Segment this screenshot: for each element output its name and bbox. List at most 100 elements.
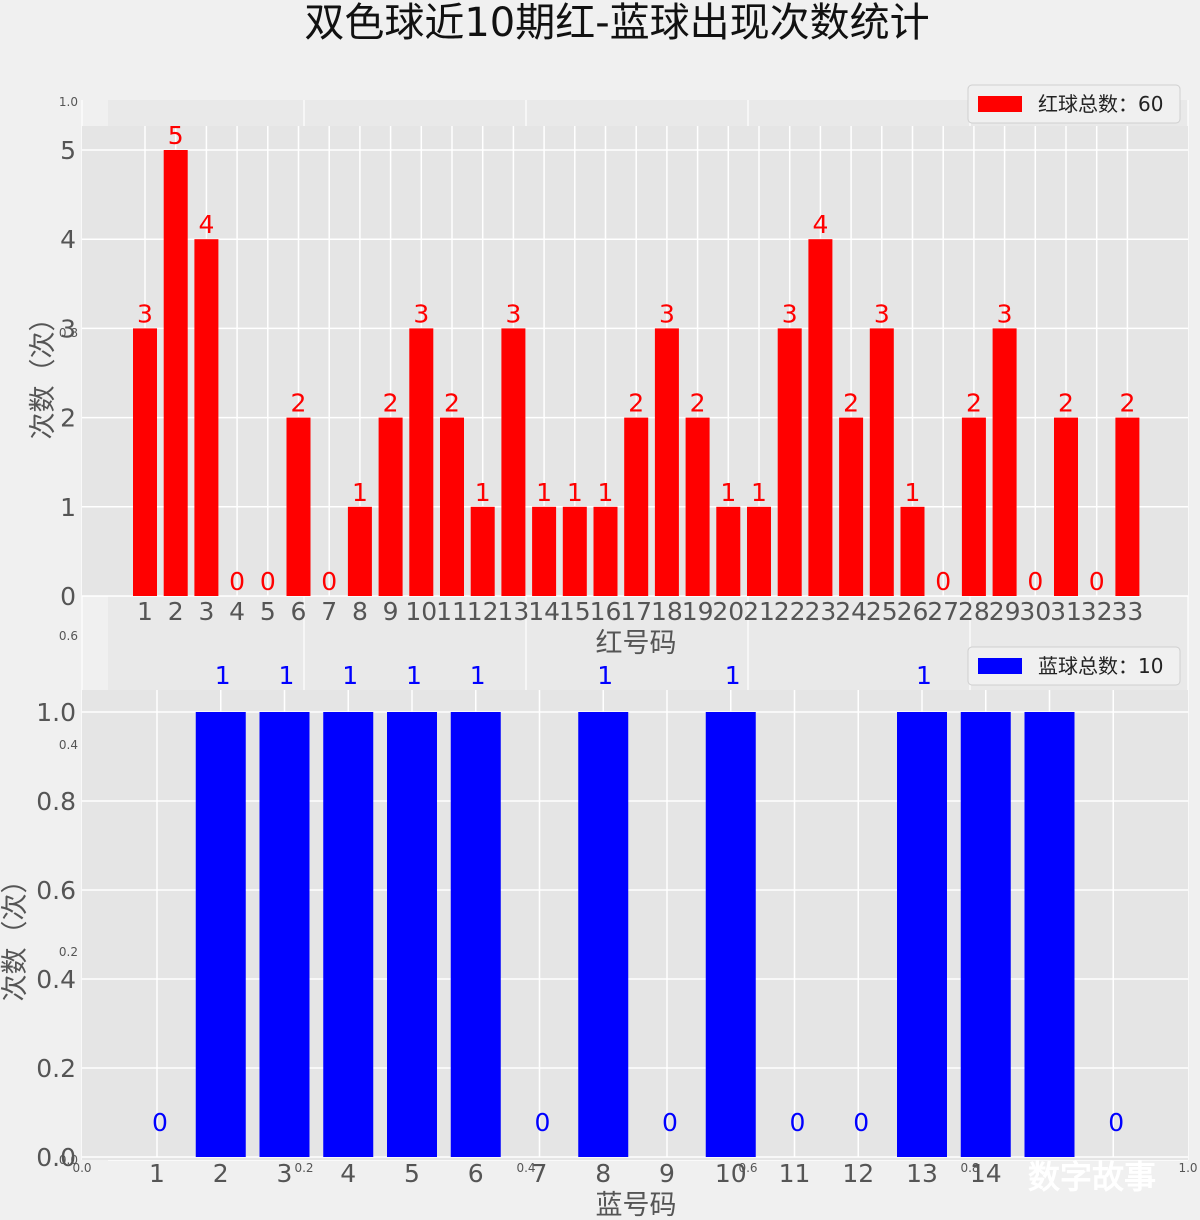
ghost-x-tick: 0.2 <box>294 1161 313 1175</box>
blue-bar-label: 1 <box>725 661 741 690</box>
red-x-tick: 23 <box>804 597 836 626</box>
red-x-tick: 14 <box>528 597 560 626</box>
red-bar-label: 0 <box>935 567 951 596</box>
blue-x-tick: 1 <box>149 1159 165 1188</box>
red-legend-label: 红球总数：60 <box>1038 92 1163 116</box>
red-x-tick: 10 <box>405 597 437 626</box>
red-x-tick: 26 <box>897 597 929 626</box>
blue-bar <box>195 712 246 1157</box>
red-x-tick: 2 <box>168 597 184 626</box>
blue-x-tick: 13 <box>906 1159 938 1188</box>
red-bar <box>532 506 557 596</box>
red-bar-label: 2 <box>291 389 307 418</box>
red-bar-label: 0 <box>1089 567 1105 596</box>
red-x-tick: 9 <box>383 597 399 626</box>
red-bar <box>409 328 434 596</box>
red-x-tick: 32 <box>1081 597 1113 626</box>
red-y-tick: 4 <box>60 225 76 254</box>
red-x-tick: 20 <box>712 597 744 626</box>
red-bar-label: 2 <box>843 389 859 418</box>
red-x-tick: 17 <box>620 597 652 626</box>
ghost-x-tick: 0.4 <box>516 1161 535 1175</box>
blue-bar-label: 1 <box>406 661 422 690</box>
red-x-ticks: 1 2 3 4 5 6 7 8 9 1011121314151617181920212223242… <box>137 597 1143 626</box>
blue-bar <box>897 712 947 1157</box>
red-x-tick: 1 <box>137 597 153 626</box>
red-x-tick: 31 <box>1050 597 1082 626</box>
blue-bar-label: 1 <box>470 661 486 690</box>
blue-x-tick: 7 <box>532 1159 548 1188</box>
blue-bar <box>705 712 756 1157</box>
red-bar-label: 2 <box>1119 389 1135 418</box>
red-x-tick: 21 <box>743 597 775 626</box>
blue-y-ticks: 0.0 0.2 0.4 0.6 0.8 1.0 <box>36 698 76 1172</box>
red-x-tick: 18 <box>651 597 683 626</box>
red-bar-label: 4 <box>812 210 828 239</box>
red-y-tick: 3 <box>60 314 76 343</box>
red-bar <box>992 328 1017 596</box>
red-bar-label: 3 <box>997 299 1013 328</box>
blue-bar-label: 1 <box>916 661 932 690</box>
red-bar <box>624 417 649 596</box>
blue-x-axis-label: 蓝号码 <box>596 1190 677 1220</box>
red-bar <box>470 506 495 596</box>
red-x-tick: 4 <box>229 597 245 626</box>
blue-bar <box>323 712 374 1157</box>
red-bar-label: 3 <box>874 299 890 328</box>
red-bar-label: 0 <box>1027 567 1043 596</box>
ghost-y-tick: 1.0 <box>59 95 78 109</box>
red-bar-label: 5 <box>168 121 184 150</box>
ghost-x-tick: 0.0 <box>72 1161 91 1175</box>
red-x-tick: 22 <box>774 597 806 626</box>
red-bar-label: 1 <box>475 478 491 507</box>
blue-x-tick: 3 <box>277 1159 293 1188</box>
red-bar <box>1054 417 1078 596</box>
red-bar <box>593 506 618 596</box>
blue-bar <box>578 712 629 1157</box>
red-legend-swatch <box>978 96 1022 112</box>
blue-bar <box>450 712 501 1157</box>
red-bar <box>716 506 741 596</box>
red-x-tick: 28 <box>958 597 990 626</box>
red-x-tick: 12 <box>467 597 499 626</box>
red-x-axis-label: 红号码 <box>596 628 677 659</box>
red-bar <box>747 506 771 596</box>
red-y-tick: 0 <box>60 582 76 611</box>
red-bar <box>1115 417 1140 596</box>
red-y-axis-label: 次数（次） <box>28 305 59 440</box>
ghost-y-tick: 0.4 <box>59 738 78 752</box>
red-y-ticks: 0 1 2 3 4 5 <box>60 136 76 611</box>
blue-x-tick: 12 <box>842 1159 874 1188</box>
red-bar-label: 2 <box>383 389 399 418</box>
red-bar-label: 0 <box>260 567 276 596</box>
red-x-tick: 3 <box>198 597 214 626</box>
red-x-tick: 8 <box>352 597 368 626</box>
red-bar-label: 3 <box>413 299 429 328</box>
blue-x-tick: 5 <box>404 1159 420 1188</box>
red-bar-label: 1 <box>598 478 614 507</box>
red-x-tick: 15 <box>559 597 591 626</box>
blue-x-tick: 4 <box>340 1159 356 1188</box>
blue-bar-label: 1 <box>279 661 295 690</box>
red-bar-label: 0 <box>229 567 245 596</box>
blue-bar <box>960 712 1011 1157</box>
ghost-x-tick: 1.0 <box>1178 1161 1197 1175</box>
red-bar-label: 2 <box>690 389 706 418</box>
red-bar <box>347 506 372 596</box>
red-bar <box>194 239 219 596</box>
red-bar-label: 0 <box>321 567 337 596</box>
blue-x-tick: 8 <box>595 1159 611 1188</box>
red-x-tick: 11 <box>436 597 468 626</box>
red-bar-label: 1 <box>720 478 736 507</box>
blue-y-tick: 0.6 <box>36 876 76 905</box>
blue-bar <box>1024 712 1075 1157</box>
red-bar <box>685 417 710 596</box>
blue-y-tick: 0.0 <box>36 1143 76 1172</box>
blue-bar-label: 1 <box>215 661 231 690</box>
red-legend: 红球总数：60 <box>967 84 1181 124</box>
ghost-y-tick: 0.6 <box>59 629 78 643</box>
red-x-tick: 29 <box>989 597 1021 626</box>
blue-legend: 蓝球总数：10 <box>967 646 1181 686</box>
blue-bar <box>259 712 310 1157</box>
